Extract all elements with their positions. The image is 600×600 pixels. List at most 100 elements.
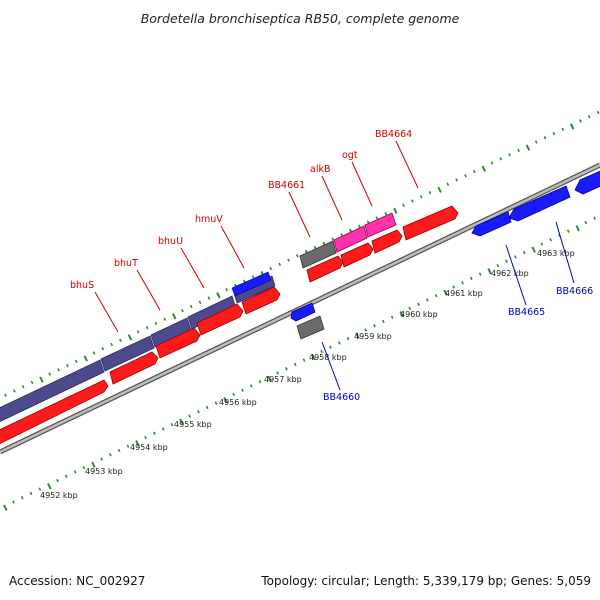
gene-BB4660-block[interactable] [296, 315, 325, 340]
tick-label-4953: 4953 kbp [85, 467, 123, 476]
minor-tick [251, 275, 255, 279]
gene-labels: bhuS bhuT bhuU hmuV BB4661 alkB ogt BB46… [70, 129, 593, 403]
minor-tick [593, 216, 597, 220]
minor-tick [373, 324, 376, 328]
gene-label-bhuU[interactable]: bhuU [158, 236, 183, 247]
minor-tick [402, 203, 405, 207]
minor-tick [145, 325, 149, 330]
minor-tick [313, 245, 317, 250]
minor-tick [108, 453, 112, 457]
minor-tick [64, 474, 68, 478]
minor-tick [364, 328, 368, 332]
minor-tick [100, 457, 103, 461]
tick-label-4955: 4955 kbp [174, 420, 212, 429]
minor-tick [189, 304, 193, 309]
minor-tick [144, 435, 147, 440]
gene-red-6[interactable] [306, 255, 344, 283]
gene-red-8[interactable] [371, 229, 403, 254]
gene-red-2[interactable] [109, 351, 159, 385]
tick-label-4960: 4960 kbp [400, 310, 438, 319]
gene-label-bhuS[interactable]: bhuS [70, 280, 94, 291]
major-tick [216, 292, 221, 299]
minor-tick [522, 250, 526, 255]
minor-tick [381, 319, 385, 324]
minor-tick [496, 263, 500, 268]
minor-tick [552, 131, 556, 136]
map-title: Bordetella bronchiseptica RB50, complete… [141, 11, 460, 26]
minor-tick [579, 119, 582, 123]
reverse-gene-track [290, 169, 600, 340]
minor-tick [249, 384, 253, 388]
outer-scale [4, 110, 600, 397]
minor-tick [66, 363, 69, 368]
major-tick [443, 289, 448, 296]
major-tick [179, 418, 184, 425]
gene-BB4665-block[interactable] [508, 185, 571, 222]
tick-label-4963: 4963 kbp [537, 249, 575, 258]
major-tick [311, 354, 316, 361]
minor-tick [472, 169, 476, 174]
minor-tick [446, 182, 450, 186]
minor-tick [73, 470, 77, 474]
minor-tick [117, 448, 121, 453]
minor-tick [419, 195, 423, 199]
gene-bhuS-block[interactable] [0, 359, 105, 424]
gene-bhuT-block[interactable] [100, 335, 155, 372]
minor-tick [30, 380, 34, 385]
minor-tick [478, 272, 482, 276]
minor-tick [375, 216, 379, 220]
gene-red-3[interactable] [155, 327, 201, 359]
minor-tick [455, 178, 458, 182]
gene-label-BB4661[interactable]: BB4661 [268, 180, 305, 191]
gene-alkB-block[interactable] [333, 225, 368, 253]
minor-tick [181, 309, 184, 313]
label-leaders [94, 140, 575, 391]
minor-tick [74, 359, 78, 364]
major-tick [487, 268, 492, 275]
major-tick [531, 246, 536, 253]
gene-blue-rev-1[interactable] [471, 211, 512, 237]
minor-tick [452, 285, 456, 289]
gene-ogt-block[interactable] [364, 212, 397, 238]
major-tick [3, 504, 8, 511]
minor-tick [205, 405, 209, 410]
major-tick [127, 334, 133, 341]
minor-tick [596, 110, 600, 115]
minor-tick [38, 487, 42, 491]
minor-tick [126, 444, 130, 448]
major-tick [223, 397, 228, 404]
gene-label-BB4665[interactable]: BB4665 [508, 307, 545, 318]
gene-red-7[interactable] [340, 242, 374, 268]
gene-blue-cap[interactable] [231, 271, 272, 297]
major-tick [393, 207, 398, 215]
gene-red-1[interactable] [0, 379, 109, 446]
minor-tick [285, 367, 288, 371]
minor-tick [225, 287, 229, 292]
minor-tick [408, 306, 412, 311]
tick-label-4954: 4954 kbp [130, 443, 168, 452]
minor-tick [434, 293, 438, 298]
upper-gene-track [299, 212, 397, 269]
minor-tick [543, 136, 547, 140]
major-tick [355, 332, 360, 339]
gene-label-BB4664[interactable]: BB4664 [375, 129, 412, 140]
gene-red-5[interactable] [241, 286, 281, 315]
gene-red-4[interactable] [196, 303, 244, 336]
major-tick [525, 144, 531, 151]
minor-tick [331, 237, 335, 241]
gene-BB4660-blue[interactable] [290, 302, 316, 322]
gene-label-hmuV[interactable]: hmuV [195, 214, 223, 225]
minor-tick [119, 338, 122, 342]
gene-label-BB4660[interactable]: BB4660 [323, 392, 360, 403]
minor-tick [48, 372, 52, 376]
gene-BB4666-block[interactable] [574, 169, 600, 195]
minor-tick [320, 349, 324, 354]
gene-label-ogt[interactable]: ogt [342, 150, 358, 161]
gene-BB4664-block[interactable] [402, 205, 459, 241]
minor-tick [56, 478, 59, 483]
gene-label-BB4666[interactable]: BB4666 [556, 286, 593, 297]
minor-tick [110, 342, 114, 347]
gene-label-alkB[interactable]: alkB [310, 164, 330, 175]
gene-BB4661-block[interactable] [299, 240, 337, 269]
gene-label-bhuT[interactable]: bhuT [114, 258, 138, 269]
